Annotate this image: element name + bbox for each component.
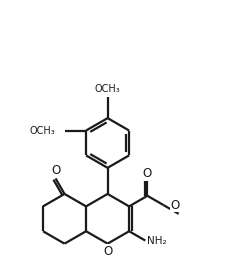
Text: O: O xyxy=(103,245,112,258)
Text: OCH₃: OCH₃ xyxy=(95,84,120,94)
Text: OCH₃: OCH₃ xyxy=(29,126,55,136)
Text: O: O xyxy=(51,164,60,177)
Text: O: O xyxy=(143,168,152,181)
Text: NH₂: NH₂ xyxy=(147,235,166,246)
Text: O: O xyxy=(170,199,179,212)
